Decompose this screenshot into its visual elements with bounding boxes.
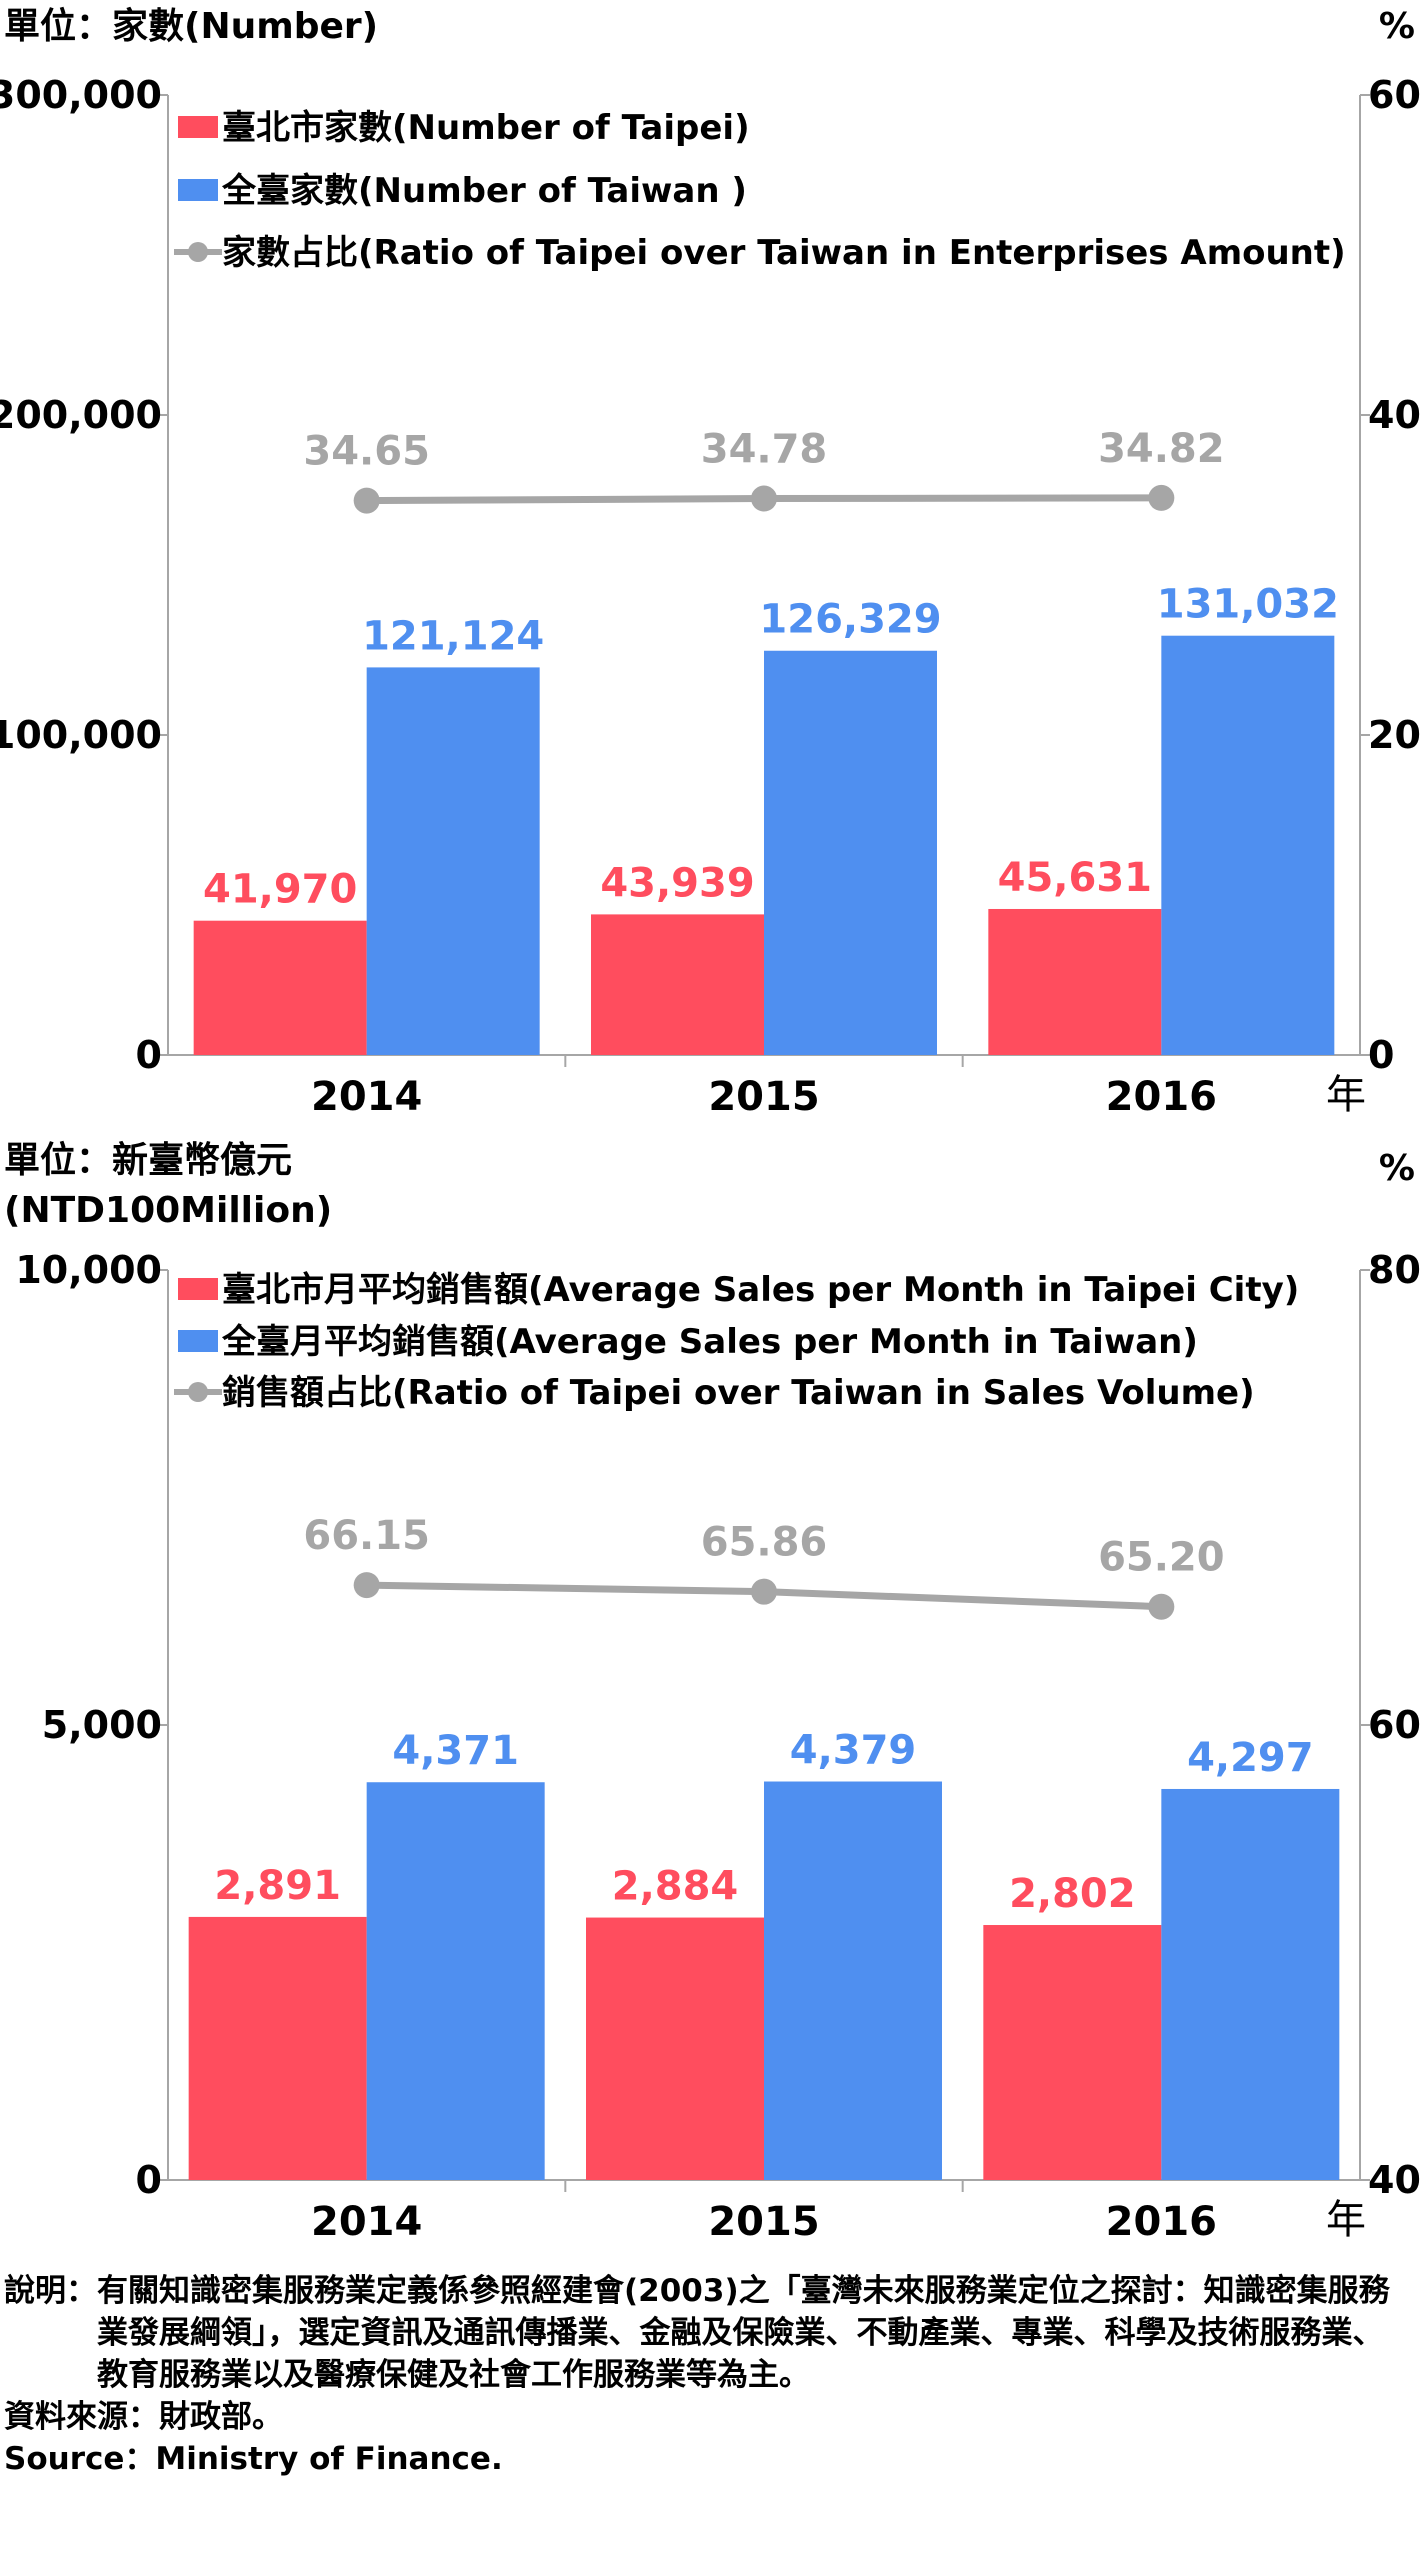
ratio-data-label: 34.82 (1098, 426, 1225, 472)
bar-data-label: 121,124 (362, 613, 544, 659)
bar-data-label: 4,379 (790, 1728, 917, 1774)
right-tick-label: 60 (1368, 73, 1421, 117)
bar-taiwan (1161, 1788, 1340, 2180)
ratio-point (1148, 484, 1175, 511)
bar-data-label: 2,891 (214, 1863, 341, 1909)
bar-taipei (188, 1916, 367, 2180)
bar-taiwan (366, 1782, 545, 2180)
explanation-note: 說明： 有關知識密集服務業定義係參照經建會(2003)之「臺灣未來服務業定位之探… (4, 2270, 1414, 2396)
source-en: Source：Ministry of Finance. (4, 2441, 503, 2477)
left-tick-label: 200,000 (0, 393, 162, 437)
bar-data-label: 45,631 (998, 855, 1152, 901)
left-unit-label: 單位：家數(Number) (4, 6, 378, 47)
right-tick-label: 40 (1368, 393, 1421, 437)
ratio-point (751, 485, 777, 512)
left-tick-label: 10,000 (15, 1248, 162, 1292)
legend-point-swatch (188, 1382, 208, 1402)
plot-area-1: 0 100,000 200,000 300,000 0 20 40 60 41,970 121,1… (0, 73, 1421, 1120)
legend-swatch (178, 1330, 218, 1352)
bar-data-label: 41,970 (203, 867, 357, 913)
ratio-data-label: 65.86 (701, 1520, 828, 1566)
ratio-data-label: 66.15 (303, 1513, 430, 1559)
explanation-text: 有關知識密集服務業定義係參照經建會(2003)之「臺灣未來服務業定位之探討：知識… (97, 2273, 1390, 2393)
enterprises-chart: 單位：家數(Number) % 0 100,000 200,000 300,000 0 2… (0, 6, 1421, 1120)
x-tick-label: 2016 (1106, 2199, 1217, 2245)
right-unit-label: % (1379, 1148, 1415, 1189)
legend-entry-label: 全臺月平均銷售額(Average Sales per Month in Taiw… (221, 1322, 1198, 1362)
right-tick-label: 80 (1368, 1248, 1421, 1292)
left-unit-label-line1: 單位：新臺幣億元 (4, 1140, 292, 1181)
x-axis-suffix: 年 (1326, 2197, 1366, 2243)
notes-block: 說明： 有關知識密集服務業定義係參照經建會(2003)之「臺灣未來服務業定位之探… (4, 2270, 1414, 2480)
bar-data-label: 4,371 (392, 1728, 519, 1774)
bar-data-label: 126,329 (759, 597, 941, 643)
bar-taiwan (764, 650, 937, 1055)
x-tick-label: 2016 (1106, 1074, 1217, 1120)
bar-taiwan (1161, 635, 1335, 1055)
legend-swatch (178, 116, 218, 138)
sales-chart: 單位：新臺幣億元 (NTD100Million) % 0 5,000 10,000 4… (4, 1140, 1421, 2245)
left-tick-label: 300,000 (0, 73, 162, 117)
bar-taiwan (764, 1781, 942, 2180)
right-tick-label: 20 (1368, 713, 1421, 757)
legend-entry-label: 臺北市月平均銷售額(Average Sales per Month in Tai… (222, 1270, 1299, 1310)
ratio-point (353, 1572, 380, 1599)
plot-area-2: 0 5,000 10,000 40 60 80 2,891 4,371 2014 2,884 4,3… (15, 1248, 1421, 2245)
bar-taipei (983, 1925, 1162, 2180)
bar-data-label: 2,802 (1009, 1871, 1136, 1917)
right-tick-label: 60 (1368, 1703, 1421, 1747)
left-tick-label: 0 (136, 1033, 162, 1077)
bar-taipei (988, 908, 1162, 1055)
bar-data-label: 4,297 (1187, 1735, 1314, 1781)
legend-point-swatch (188, 242, 208, 262)
bar-data-label: 131,032 (1157, 582, 1339, 628)
bar-taipei (586, 1917, 764, 2180)
ratio-point (751, 1578, 777, 1605)
legend-swatch (178, 179, 218, 201)
source-zh: 資料來源：財政部。 (4, 2399, 283, 2435)
x-tick-label: 2015 (708, 1074, 819, 1120)
right-tick-label: 0 (1368, 1033, 1394, 1077)
right-tick-label: 40 (1368, 2158, 1421, 2202)
x-tick-label: 2014 (311, 2199, 422, 2245)
ratio-data-label: 65.20 (1098, 1535, 1225, 1581)
ratio-point (353, 487, 380, 514)
x-tick-label: 2015 (708, 2199, 819, 2245)
left-tick-label: 5,000 (42, 1703, 162, 1747)
x-axis-suffix: 年 (1326, 1072, 1366, 1118)
legend-entry-label: 全臺家數(Number of Taiwan ) (221, 171, 747, 211)
left-tick-label: 100,000 (0, 713, 162, 757)
left-unit-label-line2: (NTD100Million) (4, 1190, 332, 1231)
legend-entry-label: 家數占比(Ratio of Taipei over Taiwan in Ente… (222, 233, 1346, 273)
bar-taipei (591, 914, 764, 1055)
legend-entry-label: 銷售額占比(Ratio of Taipei over Taiwan in Sal… (222, 1373, 1255, 1413)
x-tick-label: 2014 (311, 1074, 422, 1120)
bar-data-label: 2,884 (612, 1864, 739, 1910)
legend-swatch (178, 1278, 218, 1300)
bar-data-label: 43,939 (600, 860, 754, 906)
bar-taipei (193, 920, 367, 1055)
bar-taiwan (366, 667, 540, 1055)
explanation-label: 說明： (4, 2273, 97, 2309)
ratio-data-label: 34.78 (701, 427, 828, 473)
right-unit-label: % (1379, 6, 1415, 47)
legend-entry-label: 臺北市家數(Number of Taipei) (222, 108, 750, 148)
left-tick-label: 0 (136, 2158, 162, 2202)
ratio-point (1148, 1593, 1175, 1620)
ratio-data-label: 34.65 (303, 429, 430, 475)
